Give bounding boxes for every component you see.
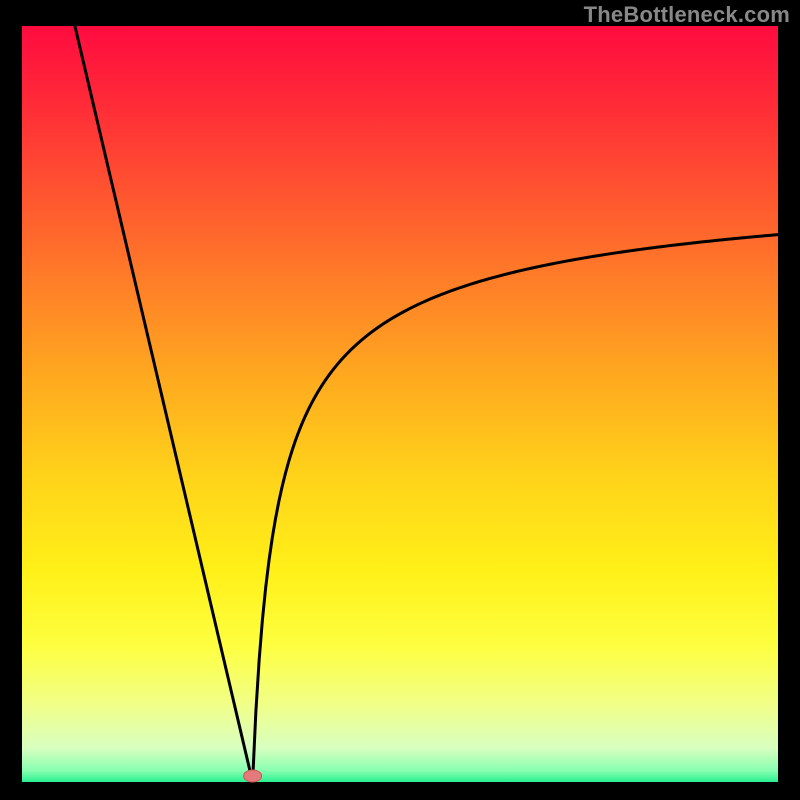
- chart-container: { "watermark": "TheBottleneck.com", "cha…: [0, 0, 800, 800]
- plot-background: [22, 26, 778, 782]
- minimum-marker: [244, 770, 262, 782]
- watermark-text: TheBottleneck.com: [584, 2, 790, 28]
- bottleneck-chart: [0, 0, 800, 800]
